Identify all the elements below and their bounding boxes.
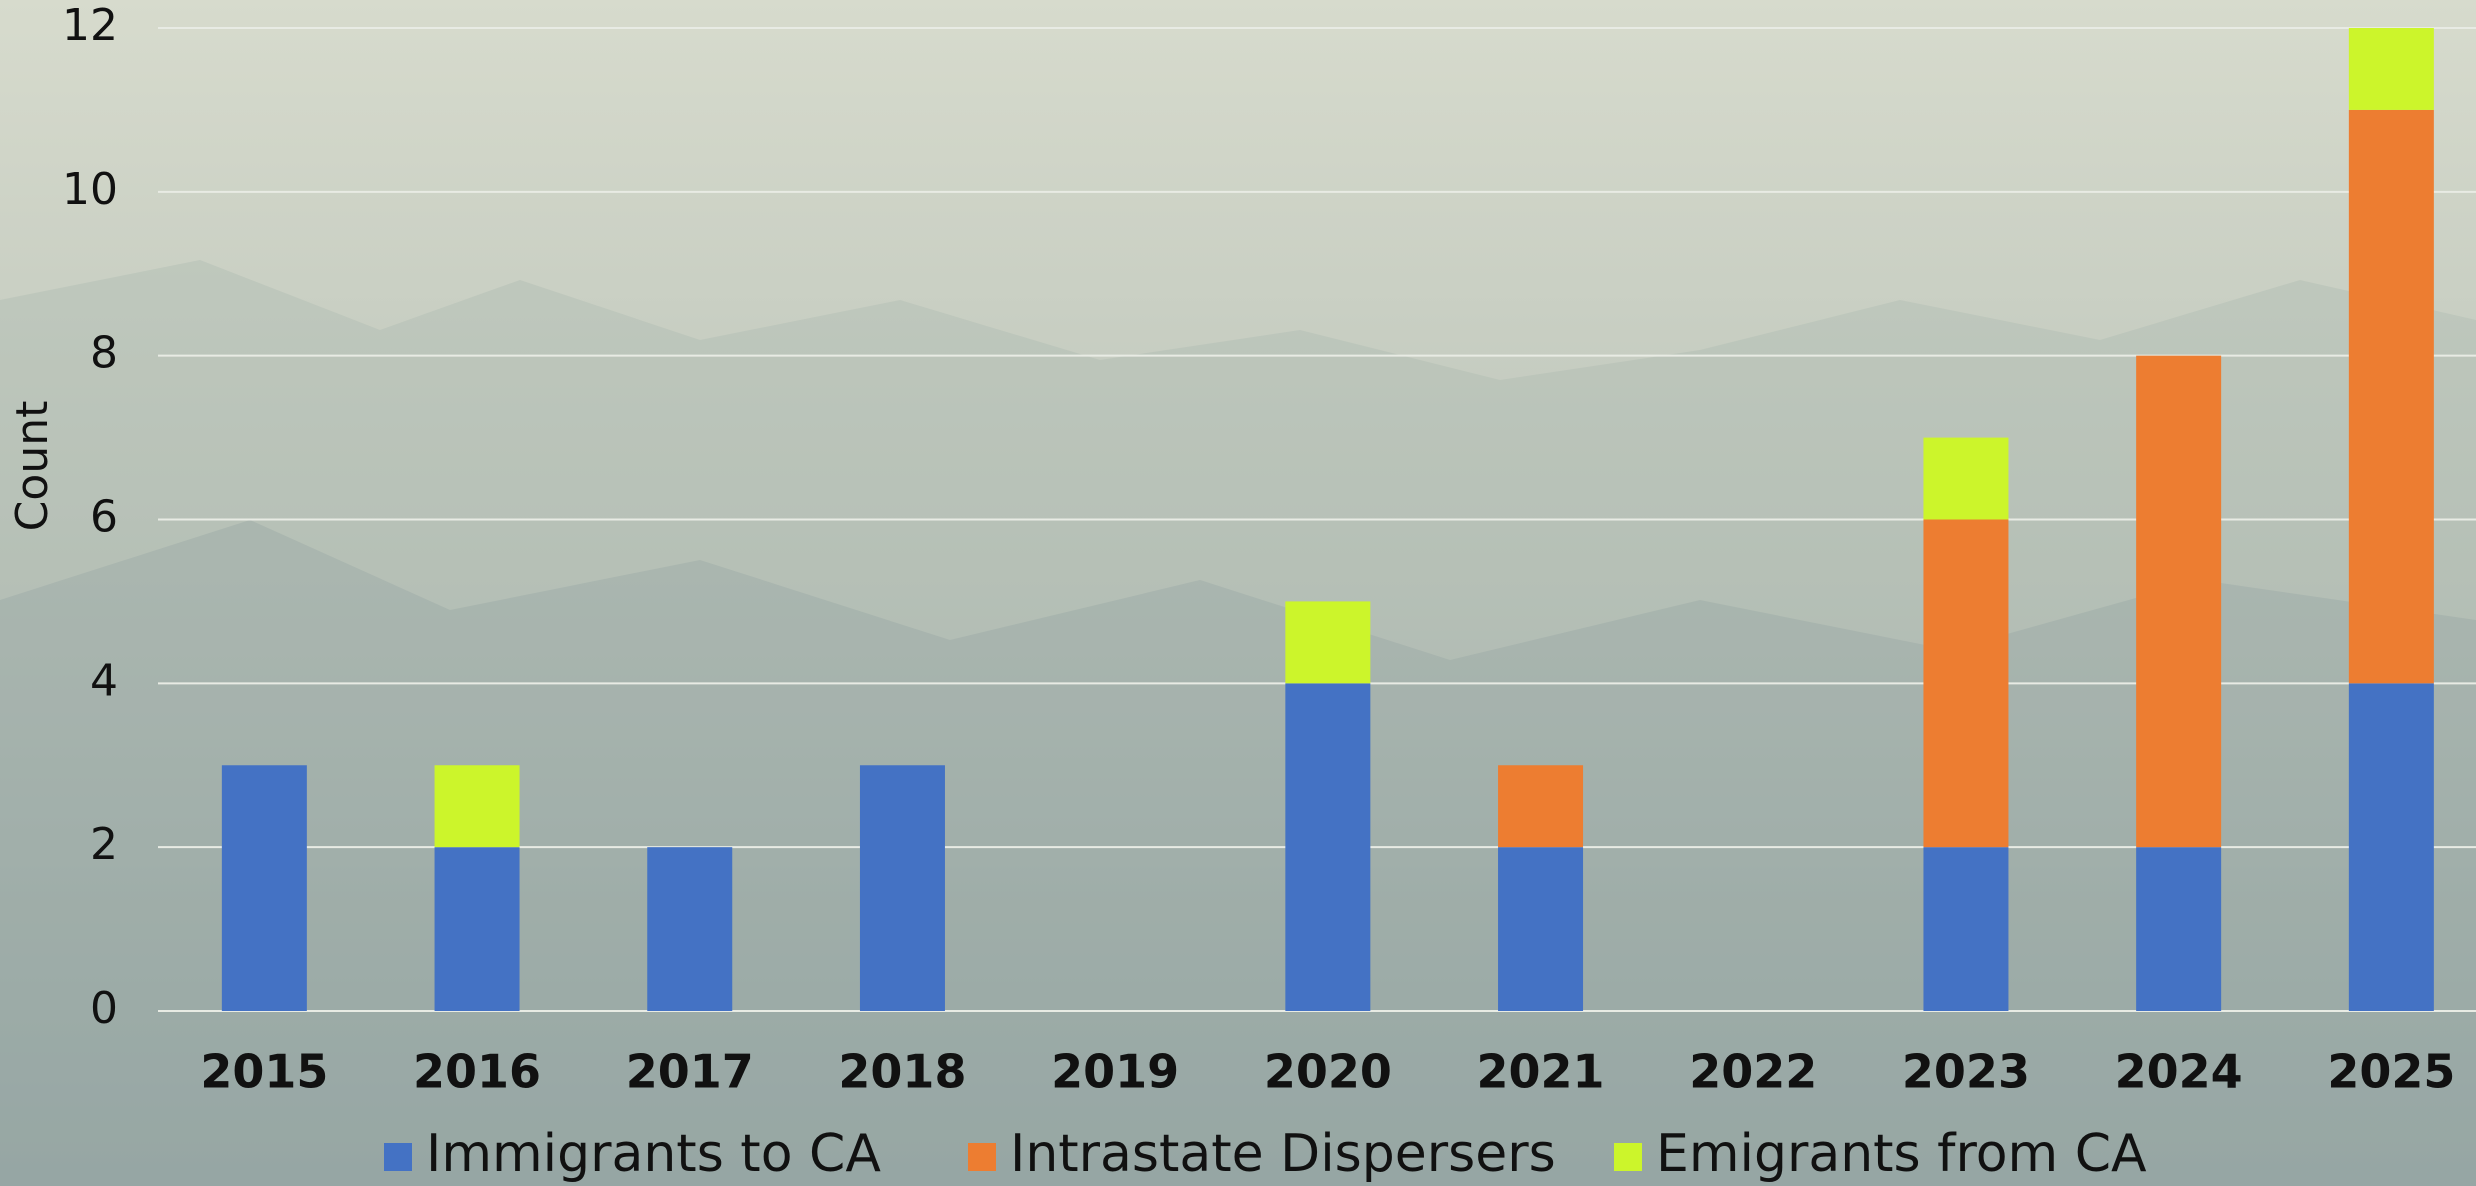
y-tick-label: 4	[90, 655, 118, 706]
y-tick-label: 10	[62, 164, 118, 215]
x-tick-label: 2025	[2327, 1045, 2455, 1099]
legend-label: Intrastate Dispersers	[1010, 1124, 1556, 1184]
bar-segment	[2348, 109, 2434, 684]
legend-swatch	[1614, 1143, 1642, 1171]
bar-segment	[1923, 519, 2009, 848]
legend-label: Immigrants to CA	[426, 1124, 881, 1184]
bar-segment	[434, 847, 520, 1011]
bar-segment	[221, 765, 307, 1011]
bar-segment	[647, 847, 733, 1011]
y-tick-label: 12	[62, 0, 118, 51]
legend-swatch	[384, 1143, 412, 1171]
y-tick-label: 8	[90, 328, 118, 379]
x-tick-label: 2022	[1689, 1045, 1817, 1099]
bar-segment	[2136, 355, 2222, 848]
bar-segment	[859, 765, 945, 1011]
bar-segment	[1498, 765, 1584, 848]
y-tick-label: 0	[90, 983, 118, 1034]
mountain-silhouette	[0, 520, 2476, 1186]
bar-segment	[434, 765, 520, 848]
x-tick-label: 2021	[1477, 1045, 1605, 1099]
legend-label: Emigrants from CA	[1656, 1124, 2147, 1184]
y-tick-label: 2	[90, 819, 118, 870]
bar-segment	[1923, 847, 2009, 1011]
bar-segment	[1285, 683, 1371, 1011]
legend-swatch	[968, 1143, 996, 1171]
bar-segment	[2348, 683, 2434, 1011]
bar-segment	[1498, 847, 1584, 1011]
x-tick-label: 2020	[1264, 1045, 1392, 1099]
x-tick-label: 2016	[413, 1045, 541, 1099]
bar-segment	[2348, 28, 2434, 110]
x-tick-label: 2017	[626, 1045, 754, 1099]
x-tick-label: 2015	[200, 1045, 328, 1099]
bar-segment	[1923, 437, 2009, 520]
x-tick-label: 2019	[1051, 1045, 1179, 1099]
mountain-silhouette	[0, 260, 2476, 1186]
y-tick-label: 6	[90, 492, 118, 543]
x-tick-label: 2024	[2115, 1045, 2243, 1099]
bar-segment	[1285, 601, 1371, 684]
x-tick-label: 2023	[1902, 1045, 2030, 1099]
bar-segment	[2136, 847, 2222, 1011]
x-tick-label: 2018	[838, 1045, 966, 1099]
y-axis-label: Count	[7, 401, 58, 532]
